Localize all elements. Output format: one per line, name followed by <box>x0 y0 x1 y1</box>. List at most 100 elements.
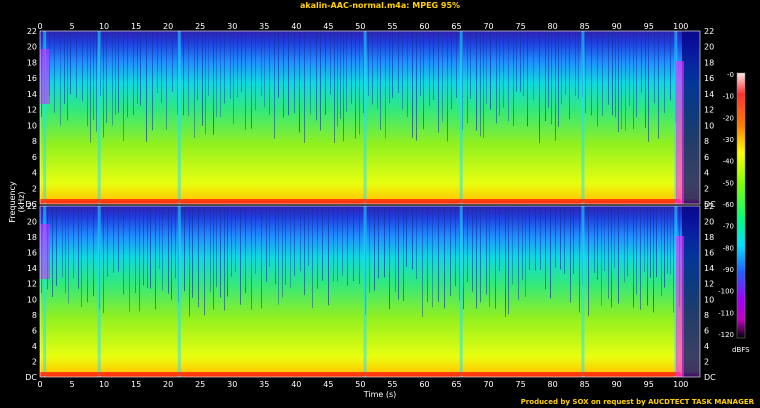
colorbar <box>736 72 746 339</box>
channel-2-spectrogram <box>39 205 701 378</box>
x-tick-bottom: 65 <box>451 380 461 389</box>
x-tick-bottom: 70 <box>483 380 493 389</box>
y-tick-right: 16 <box>704 249 714 258</box>
x-tick-bottom: 20 <box>163 380 173 389</box>
y-tick-left: 20 <box>27 43 37 52</box>
y-tick-right: 10 <box>704 295 714 304</box>
x-tick-top: 5 <box>69 22 74 31</box>
colorbar-tick: -40 <box>723 158 734 166</box>
y-tick-left: 10 <box>27 121 37 130</box>
x-tick-top: 15 <box>131 22 141 31</box>
x-tick-bottom: 35 <box>259 380 269 389</box>
x-tick-bottom: 45 <box>323 380 333 389</box>
x-tick-bottom: 75 <box>515 380 525 389</box>
colorbar-unit-label: dBFS <box>732 346 750 354</box>
x-axis-label: Time (s) <box>363 390 397 399</box>
y-tick-left: 2 <box>32 357 37 366</box>
y-tick-left: 22 <box>27 202 37 211</box>
x-tick-top: 0 <box>37 22 42 31</box>
x-tick-bottom: 95 <box>644 380 654 389</box>
x-tick-bottom: 100 <box>673 380 688 389</box>
y-tick-left: 6 <box>32 153 37 162</box>
colorbar-tick: -50 <box>723 179 734 187</box>
y-tick-right: 8 <box>704 311 709 320</box>
x-tick-top: 45 <box>323 22 333 31</box>
colorbar-tick: -0 <box>727 71 734 79</box>
x-tick-bottom: 25 <box>195 380 205 389</box>
y-tick-right: DC <box>704 200 716 209</box>
y-tick-left: 6 <box>32 326 37 335</box>
x-tick-bottom: 80 <box>548 380 558 389</box>
y-tick-left: 12 <box>27 280 37 289</box>
y-tick-right: 2 <box>704 357 709 366</box>
y-tick-right: 20 <box>704 218 714 227</box>
y-tick-left: 4 <box>32 169 37 178</box>
colorbar-tick: -120 <box>718 331 734 339</box>
x-tick-top: 55 <box>387 22 397 31</box>
chart-title: akalin-AAC-normal.m4a: MPEG 95% <box>299 1 461 10</box>
x-tick-bottom: 55 <box>387 380 397 389</box>
y-tick-right: 14 <box>704 90 714 99</box>
y-tick-right: 2 <box>704 184 709 193</box>
x-tick-top: 30 <box>227 22 237 31</box>
y-tick-left: 14 <box>27 90 37 99</box>
y-tick-left: 16 <box>27 74 37 83</box>
y-tick-left: DC <box>25 200 37 209</box>
x-tick-bottom: 40 <box>291 380 301 389</box>
y-tick-right: 12 <box>704 280 714 289</box>
y-tick-right: 4 <box>704 169 709 178</box>
x-tick-top: 70 <box>483 22 493 31</box>
y-tick-right: 16 <box>704 74 714 83</box>
y-tick-right: 6 <box>704 326 709 335</box>
y-tick-right: 6 <box>704 153 709 162</box>
x-tick-bottom: 60 <box>419 380 429 389</box>
y-tick-right: 14 <box>704 264 714 273</box>
colorbar-tick: -110 <box>718 309 734 317</box>
channel-1-spectrogram <box>39 30 701 205</box>
credit-text: Produced by SOX on request by AUCDTECT T… <box>520 398 754 406</box>
y-tick-left: 18 <box>27 58 37 67</box>
y-tick-left: 8 <box>32 311 37 320</box>
x-tick-bottom: 30 <box>227 380 237 389</box>
x-tick-top: 100 <box>673 22 688 31</box>
colorbar-tick: -10 <box>723 93 734 101</box>
y-tick-right: 20 <box>704 43 714 52</box>
x-tick-top: 20 <box>163 22 173 31</box>
x-tick-top: 75 <box>515 22 525 31</box>
y-tick-right: 18 <box>704 58 714 67</box>
x-tick-bottom: 85 <box>580 380 590 389</box>
y-tick-right: 10 <box>704 121 714 130</box>
colorbar-tick: -100 <box>718 288 734 296</box>
y-tick-left: 8 <box>32 137 37 146</box>
x-tick-top: 40 <box>291 22 301 31</box>
x-tick-bottom: 10 <box>99 380 109 389</box>
y-tick-left: 22 <box>27 27 37 36</box>
y-tick-right: DC <box>704 373 716 382</box>
y-tick-left: 14 <box>27 264 37 273</box>
x-tick-bottom: 0 <box>37 380 42 389</box>
y-tick-left: DC <box>25 373 37 382</box>
x-tick-top: 85 <box>580 22 590 31</box>
y-tick-right: 22 <box>704 202 714 211</box>
y-tick-left: 18 <box>27 233 37 242</box>
y-tick-left: 12 <box>27 106 37 115</box>
x-tick-top: 95 <box>644 22 654 31</box>
y-tick-left: 20 <box>27 218 37 227</box>
colorbar-tick: -20 <box>723 114 734 122</box>
x-tick-top: 25 <box>195 22 205 31</box>
x-tick-bottom: 50 <box>355 380 365 389</box>
y-tick-left: 2 <box>32 184 37 193</box>
x-tick-top: 50 <box>355 22 365 31</box>
x-tick-bottom: 90 <box>612 380 622 389</box>
x-tick-top: 10 <box>99 22 109 31</box>
y-tick-right: 8 <box>704 137 709 146</box>
x-tick-top: 60 <box>419 22 429 31</box>
colorbar-tick: -30 <box>723 136 734 144</box>
y-tick-right: 12 <box>704 106 714 115</box>
y-tick-left: 4 <box>32 342 37 351</box>
x-tick-top: 35 <box>259 22 269 31</box>
colorbar-tick: -90 <box>723 266 734 274</box>
x-tick-top: 65 <box>451 22 461 31</box>
x-tick-top: 90 <box>612 22 622 31</box>
